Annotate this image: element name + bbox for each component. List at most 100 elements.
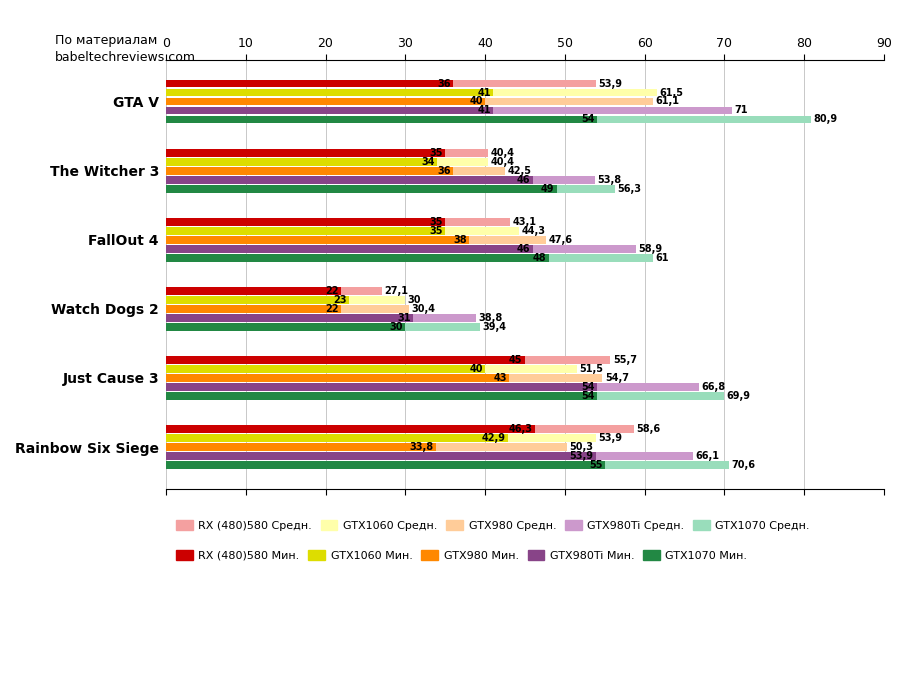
Bar: [485, 97, 653, 105]
Bar: [166, 175, 533, 184]
Text: 48: 48: [533, 253, 547, 262]
Text: 66,1: 66,1: [696, 451, 720, 461]
Bar: [166, 356, 525, 364]
Bar: [535, 425, 633, 433]
Text: 53,9: 53,9: [570, 451, 593, 461]
Text: 69,9: 69,9: [727, 391, 750, 401]
Bar: [166, 323, 405, 330]
Text: 54,7: 54,7: [605, 373, 629, 383]
Bar: [166, 167, 454, 175]
Bar: [166, 452, 596, 460]
Bar: [445, 149, 488, 156]
Text: 30: 30: [408, 295, 421, 305]
Text: 53,8: 53,8: [598, 175, 621, 184]
Text: 61: 61: [655, 253, 668, 262]
Text: 40: 40: [469, 97, 483, 107]
Text: 40,4: 40,4: [491, 156, 514, 167]
Bar: [166, 365, 485, 373]
Text: 70,6: 70,6: [732, 460, 756, 470]
Bar: [509, 374, 602, 382]
Bar: [166, 425, 535, 433]
Bar: [493, 107, 733, 114]
Bar: [405, 323, 481, 330]
Bar: [533, 245, 636, 253]
Text: 42,9: 42,9: [482, 433, 506, 443]
Bar: [525, 356, 610, 364]
Text: 53,9: 53,9: [599, 433, 622, 443]
Bar: [435, 443, 567, 451]
Text: 45: 45: [509, 355, 522, 365]
Text: 43: 43: [493, 373, 507, 383]
Bar: [166, 80, 454, 88]
Bar: [349, 296, 405, 304]
Text: 33,8: 33,8: [409, 442, 434, 452]
Text: 54: 54: [580, 114, 594, 124]
Bar: [166, 227, 445, 235]
Text: 46: 46: [517, 243, 531, 254]
Text: 50,3: 50,3: [570, 442, 594, 452]
Text: 54: 54: [580, 391, 594, 401]
Text: 46,3: 46,3: [509, 424, 533, 434]
Text: 40: 40: [469, 364, 483, 374]
Text: 80,9: 80,9: [814, 114, 838, 124]
Text: 49: 49: [541, 184, 554, 194]
Text: 34: 34: [422, 156, 434, 167]
Bar: [166, 245, 533, 253]
Text: 22: 22: [326, 286, 339, 296]
Bar: [454, 80, 596, 88]
Text: 38,8: 38,8: [478, 313, 502, 323]
Text: 31: 31: [397, 313, 411, 323]
Text: 44,3: 44,3: [522, 226, 546, 236]
Bar: [166, 158, 437, 165]
Bar: [596, 452, 693, 460]
Text: 54: 54: [580, 382, 594, 392]
Text: 41: 41: [477, 88, 491, 97]
Bar: [166, 383, 597, 391]
Text: 23: 23: [334, 295, 347, 305]
Bar: [437, 158, 488, 165]
Text: 53,9: 53,9: [599, 78, 622, 88]
Bar: [166, 443, 435, 451]
Bar: [605, 461, 729, 469]
Text: 40,4: 40,4: [491, 148, 514, 158]
Bar: [166, 434, 508, 442]
Bar: [166, 374, 509, 382]
Bar: [557, 185, 615, 192]
Text: 35: 35: [429, 148, 443, 158]
Bar: [445, 218, 510, 226]
Bar: [166, 88, 493, 97]
Bar: [469, 236, 546, 243]
Bar: [166, 254, 549, 262]
Text: 58,9: 58,9: [639, 243, 662, 254]
Text: 27,1: 27,1: [385, 286, 408, 296]
Legend: RX (480)580 Мин., GTX1060 Мин., GTX980 Мин., GTX980Ti Мин., GTX1070 Мин.: RX (480)580 Мин., GTX1060 Мин., GTX980 М…: [171, 545, 752, 565]
Bar: [166, 149, 445, 156]
Text: По материалам
babeltechreviews.com: По материалам babeltechreviews.com: [54, 34, 196, 65]
Text: 55,7: 55,7: [613, 355, 637, 365]
Bar: [597, 383, 699, 391]
Text: 30: 30: [389, 322, 403, 332]
Bar: [341, 305, 408, 313]
Text: 42,5: 42,5: [507, 166, 532, 175]
Text: 71: 71: [735, 105, 748, 116]
Text: 61,5: 61,5: [659, 88, 683, 97]
Text: 55: 55: [589, 460, 602, 470]
Bar: [533, 175, 595, 184]
Text: 36: 36: [437, 78, 451, 88]
Text: 66,8: 66,8: [701, 382, 726, 392]
Text: 56,3: 56,3: [618, 184, 641, 194]
Bar: [166, 305, 341, 313]
Text: 46: 46: [517, 175, 531, 184]
Text: 35: 35: [429, 226, 443, 236]
Bar: [166, 392, 597, 400]
Bar: [414, 314, 475, 322]
Bar: [485, 365, 577, 373]
Text: 22: 22: [326, 304, 339, 314]
Text: 61,1: 61,1: [656, 97, 680, 107]
Text: 30,4: 30,4: [411, 304, 434, 314]
Text: 58,6: 58,6: [636, 424, 660, 434]
Text: 51,5: 51,5: [580, 364, 603, 374]
Bar: [549, 254, 653, 262]
Bar: [166, 287, 341, 295]
Bar: [508, 434, 596, 442]
